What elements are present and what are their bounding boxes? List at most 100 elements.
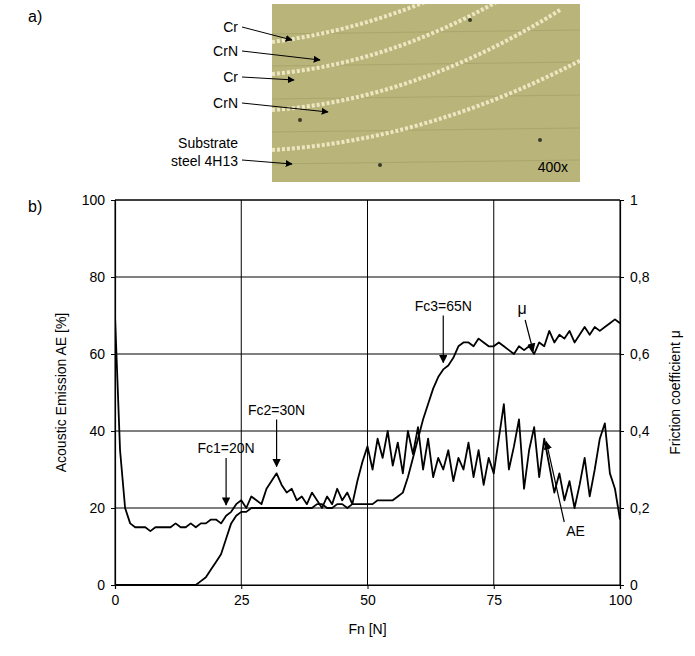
speck [468, 18, 472, 22]
coating-band [272, 10, 560, 110]
scratch [272, 95, 580, 99]
grid-line-x [493, 200, 494, 585]
x-tick: 25 [234, 585, 250, 608]
grid-line-y [115, 508, 620, 509]
y-tick: 40 [89, 423, 115, 439]
panel-b: b)025507510002040608010000,20,40,60,81Fn… [28, 192, 683, 637]
y-tick-label: 60 [89, 346, 105, 362]
y-tick: 0 [97, 577, 115, 593]
grid-line-x [367, 200, 368, 585]
annotations: Fc1=20NFc2=30NFc3=65NAEμ [197, 298, 584, 539]
y2-tick: 0,2 [620, 500, 650, 516]
scratch [272, 128, 580, 132]
layer-label: Cr [223, 19, 238, 35]
scratch [272, 160, 580, 164]
speck [538, 138, 542, 142]
leader-arrow [242, 51, 320, 60]
y-tick-mark [111, 277, 115, 278]
x-tick-mark [494, 585, 495, 589]
annotation-arrow [226, 458, 227, 505]
y2-tick-mark [620, 508, 624, 509]
y-tick-mark [111, 585, 115, 586]
grid-line-y [115, 354, 620, 355]
x-tick-label: 75 [486, 592, 502, 608]
y2-tick-mark [620, 354, 624, 355]
plot-frame-top [115, 199, 620, 200]
y-tick-label: 100 [82, 192, 106, 208]
y-tick: 80 [89, 269, 115, 285]
layer-label: CrN [213, 43, 238, 59]
micrograph-texture [272, 4, 580, 167]
x-axis-title: Fn [N] [348, 621, 386, 637]
speck [378, 163, 382, 167]
y2-tick-label: 0 [630, 577, 638, 593]
annotation: Fc2=30N [248, 402, 305, 418]
y2-tick-mark [620, 277, 624, 278]
series-line [115, 316, 620, 532]
leader-arrow [242, 160, 292, 164]
figure: a)CrCrNCrCrNSubstratesteel 4H13400xb)025… [0, 0, 695, 656]
y2-tick-mark [620, 585, 624, 586]
x-tick-mark [368, 585, 369, 589]
x-tick: 100 [609, 585, 633, 608]
leader-arrow [242, 77, 294, 80]
y2-axis-line [621, 201, 625, 586]
y-tick-mark [111, 508, 115, 509]
series-label-arrow [525, 320, 533, 351]
substrate-label-line: steel 4H13 [171, 153, 238, 169]
substrate-label-line: Substrate [178, 135, 238, 151]
y2-tick: 0,6 [620, 346, 650, 362]
y-tick: 60 [89, 346, 115, 362]
y2-axis-title: Friction coefficient μ [667, 330, 683, 455]
series-line [115, 319, 620, 585]
annotation-arrow [443, 316, 444, 363]
speck [298, 118, 302, 122]
y2-tick-label: 0,2 [630, 500, 650, 516]
layer-label: CrN [213, 95, 238, 111]
chart-root: a)CrCrNCrCrNSubstratesteel 4H13400xb)025… [0, 0, 695, 656]
y-tick-label: 0 [97, 577, 105, 593]
y-axis: 0 20 40 60 80 100 [82, 192, 116, 593]
substrate-label: Substrate steel 4H13 [171, 135, 238, 169]
coating-band [272, 50, 580, 150]
x-tick-label: 50 [360, 592, 376, 608]
annotation-arrow [276, 420, 277, 467]
y2-tick-mark [620, 431, 624, 432]
micrograph [272, 4, 580, 182]
panel-a: a)CrCrNCrCrNSubstratesteel 4H13400x [28, 0, 600, 182]
x-tick-label: 25 [234, 592, 250, 608]
x-tick-label: 0 [112, 592, 120, 608]
y-tick-mark [111, 354, 115, 355]
y2-tick-label: 1 [630, 192, 638, 208]
y-axis-line [111, 201, 116, 586]
y2-tick: 0,8 [620, 269, 650, 285]
series-label: μ [518, 300, 527, 317]
grid [115, 200, 620, 585]
y2-tick-label: 0,6 [630, 346, 650, 362]
coating-band [272, 4, 500, 74]
x-axis: 0 25 50 75 100 [112, 585, 633, 608]
y-tick-mark [111, 431, 115, 432]
x-tick-label: 100 [609, 592, 633, 608]
y2-tick-label: 0,4 [630, 423, 650, 439]
y2-tick: 0 [620, 577, 638, 593]
y-tick-label: 80 [89, 269, 105, 285]
y-tick-label: 40 [89, 423, 105, 439]
series-label: AE [566, 523, 585, 539]
x-tick: 75 [486, 585, 502, 608]
leader-arrow [242, 103, 328, 112]
scratch [272, 62, 580, 66]
y-tick: 100 [82, 192, 115, 208]
coating-band [272, 4, 430, 42]
y-axis-title: Acoustic Emission AE [%] [53, 313, 69, 473]
annotation: Fc3=65N [415, 298, 472, 314]
y2-axis: 0 0,2 0,4 0,6 0,8 1 [620, 192, 650, 593]
x-axis-line [116, 586, 621, 590]
magnification-label: 400x [538, 159, 568, 175]
x-tick-mark [241, 585, 242, 589]
grid-line-y [115, 431, 620, 432]
y-tick-label: 20 [89, 500, 105, 516]
x-tick: 0 [112, 585, 120, 608]
panel-label: b) [28, 198, 42, 215]
y2-tick-label: 0,8 [630, 269, 650, 285]
